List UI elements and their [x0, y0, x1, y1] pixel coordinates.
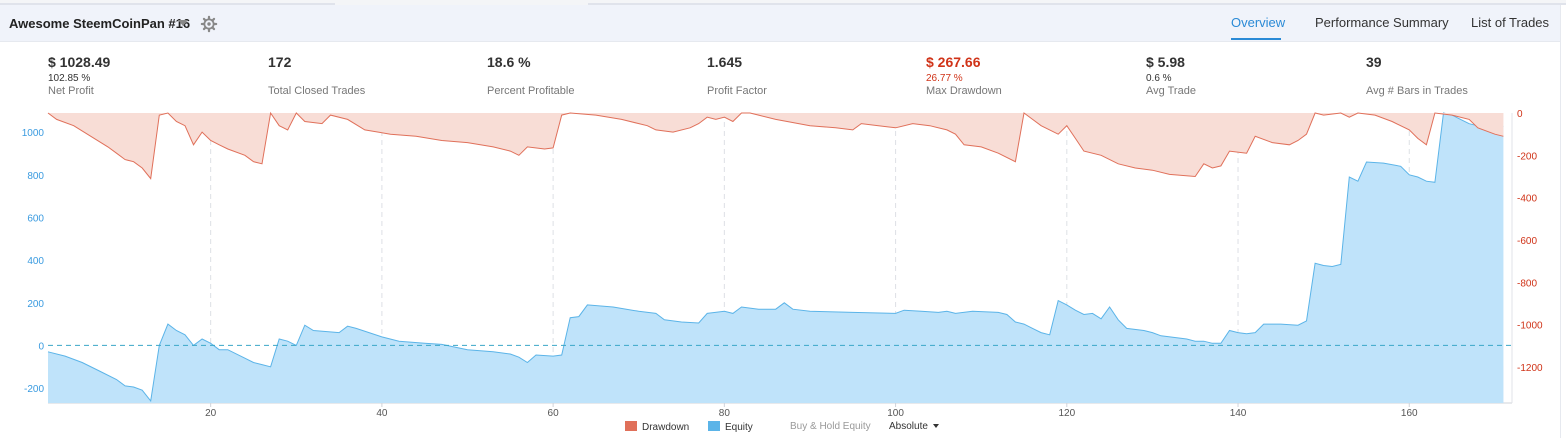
drawdown-axis-tick-label: 0: [1517, 109, 1523, 120]
stat-value: 172: [268, 54, 292, 70]
top-strip-segment: [0, 3, 335, 5]
drawdown-swatch: [625, 421, 637, 431]
stat-avg-bars-in-trades: 39 Avg # Bars in Trades: [1366, 54, 1468, 97]
stat-value: 18.6 %: [487, 54, 531, 70]
equity-drawdown-chart[interactable]: 1000 800 600 400 200 0 -200 0 -200 -400 -600 -800 -1…: [0, 108, 1560, 420]
chevron-down-icon: [932, 424, 939, 428]
top-strip-segment: [588, 3, 1566, 5]
equity-line: [47, 112, 1504, 403]
stat-percent: 0.6 %: [1146, 73, 1172, 84]
equity-swatch: [708, 421, 720, 431]
stat-percent: [1366, 73, 1468, 84]
equity-axis-tick-label: 600: [27, 213, 44, 224]
stat-value: 39: [1366, 54, 1382, 70]
tab-performance-summary[interactable]: Performance Summary: [1315, 15, 1449, 30]
x-axis-tick-label: 20: [205, 408, 217, 419]
equity-axis-tick-label: 400: [27, 256, 44, 267]
stat-percent-profitable: 18.6 % Percent Profitable: [487, 54, 574, 97]
equity-axis-tick-label: 200: [27, 299, 44, 310]
drawdown-axis-tick-label: -400: [1517, 194, 1537, 205]
drawdown-axis-tick-label: -600: [1517, 236, 1537, 247]
gear-icon[interactable]: [200, 15, 218, 33]
x-axis-tick-label: 140: [1230, 408, 1247, 419]
equity-axis-tick-label: 1000: [22, 128, 45, 139]
chart-mode-label: Absolute: [889, 421, 928, 432]
stat-max-drawdown: $ 267.66 26.77 % Max Drawdown: [926, 54, 1002, 97]
stat-label: Avg Trade: [1146, 85, 1196, 97]
strategy-header: Awesome SteemCoinPan #16 Overview Perfor…: [0, 5, 1560, 42]
x-axis-tick-label: 60: [548, 408, 560, 419]
stat-total-closed-trades: 172 Total Closed Trades: [268, 54, 365, 97]
stat-label: Avg # Bars in Trades: [1366, 85, 1468, 97]
strategy-dropdown-caret-icon[interactable]: [178, 20, 188, 26]
tab-list-of-trades[interactable]: List of Trades: [1471, 15, 1550, 30]
stat-percent: 102.85 %: [48, 73, 91, 84]
stat-percent: [268, 73, 365, 84]
chart-mode-dropdown[interactable]: Absolute: [889, 421, 939, 432]
stat-net-profit: $ 1028.49 102.85 % Net Profit: [48, 54, 110, 97]
x-axis-tick-label: 80: [719, 408, 731, 419]
legend-buy-hold[interactable]: Buy & Hold Equity: [790, 421, 871, 432]
stat-percent: 26.77 %: [926, 73, 963, 84]
equity-axis-tick-label: 800: [27, 171, 44, 182]
right-edge-bar: [1560, 5, 1566, 438]
drawdown-axis-tick-label: -800: [1517, 278, 1537, 289]
drawdown-axis-tick-label: -1200: [1517, 363, 1543, 374]
stat-label: Max Drawdown: [926, 85, 1002, 97]
legend-equity-label: Equity: [725, 422, 753, 433]
stat-label: Total Closed Trades: [268, 85, 366, 97]
legend-equity[interactable]: Equity: [708, 421, 753, 433]
drawdown-axis-tick-label: -200: [1517, 151, 1537, 162]
equity-axis-tick-label: 0: [38, 341, 44, 352]
stat-label: Profit Factor: [707, 85, 767, 97]
stat-label: Net Profit: [48, 85, 94, 97]
stat-value: $ 1028.49: [48, 54, 111, 70]
x-axis-tick-label: 100: [887, 408, 904, 419]
stat-value: 1.645: [707, 54, 743, 70]
stat-percent: [487, 73, 574, 84]
stat-value: $ 5.98: [1146, 54, 1185, 70]
drawdown-line: [47, 111, 1504, 180]
stat-percent: [707, 73, 767, 84]
legend-drawdown[interactable]: Drawdown: [625, 421, 689, 433]
x-axis-tick-label: 40: [376, 408, 388, 419]
drawdown-area: [48, 113, 1504, 179]
tab-overview[interactable]: Overview: [1231, 15, 1286, 30]
x-axis-tick-label: 120: [1058, 408, 1075, 419]
stat-label: Percent Profitable: [487, 85, 575, 97]
stat-avg-trade: $ 5.98 0.6 % Avg Trade: [1146, 54, 1196, 97]
drawdown-axis-tick-label: -1000: [1517, 321, 1543, 332]
stat-profit-factor: 1.645 Profit Factor: [707, 54, 767, 97]
legend-drawdown-label: Drawdown: [642, 422, 690, 433]
top-strip: [0, 0, 1566, 5]
active-tab-indicator: [1231, 38, 1281, 40]
equity-area: [48, 113, 1504, 403]
strategy-name[interactable]: Awesome SteemCoinPan #16: [9, 16, 191, 31]
x-axis-tick-label: 160: [1401, 408, 1418, 419]
equity-axis-tick-label: -200: [24, 384, 44, 395]
stat-value: $ 267.66: [926, 54, 981, 70]
